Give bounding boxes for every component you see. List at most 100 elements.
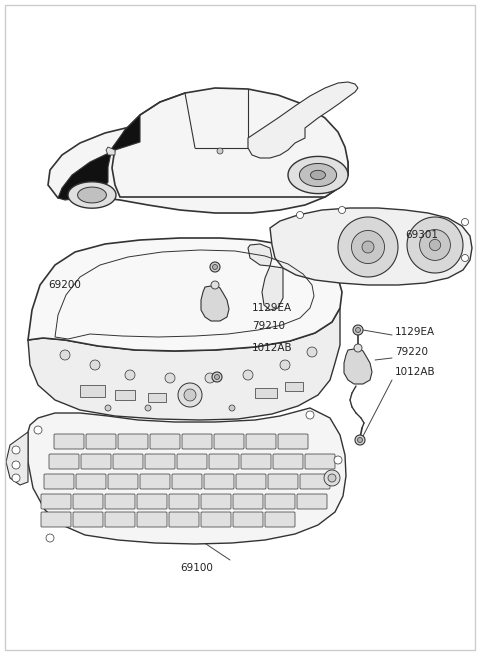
Text: 69100: 69100 <box>180 563 213 573</box>
Polygon shape <box>28 408 346 544</box>
Polygon shape <box>297 212 303 219</box>
Polygon shape <box>78 187 107 203</box>
FancyBboxPatch shape <box>201 494 231 509</box>
Polygon shape <box>354 344 362 352</box>
FancyBboxPatch shape <box>278 434 308 449</box>
FancyBboxPatch shape <box>145 454 175 469</box>
Polygon shape <box>28 238 342 351</box>
FancyBboxPatch shape <box>169 512 199 527</box>
FancyBboxPatch shape <box>305 454 335 469</box>
Polygon shape <box>165 373 175 383</box>
FancyBboxPatch shape <box>265 494 295 509</box>
Polygon shape <box>211 281 219 289</box>
Polygon shape <box>358 438 362 443</box>
FancyBboxPatch shape <box>105 494 135 509</box>
Polygon shape <box>334 456 342 464</box>
Polygon shape <box>46 534 54 542</box>
FancyBboxPatch shape <box>214 434 244 449</box>
FancyBboxPatch shape <box>49 454 79 469</box>
FancyBboxPatch shape <box>41 494 71 509</box>
Bar <box>80 385 105 397</box>
Polygon shape <box>12 446 20 454</box>
Polygon shape <box>461 219 468 225</box>
Text: 69200: 69200 <box>48 280 81 290</box>
FancyBboxPatch shape <box>41 512 71 527</box>
Text: 69301: 69301 <box>405 230 438 240</box>
Polygon shape <box>280 360 290 370</box>
Bar <box>285 382 303 391</box>
FancyBboxPatch shape <box>44 474 74 489</box>
Polygon shape <box>178 383 202 407</box>
Polygon shape <box>248 82 358 158</box>
Polygon shape <box>288 157 348 194</box>
Polygon shape <box>68 182 116 208</box>
Polygon shape <box>311 170 325 179</box>
Text: 79210: 79210 <box>252 321 285 331</box>
Polygon shape <box>125 370 135 380</box>
Polygon shape <box>306 411 314 419</box>
Bar <box>255 388 277 398</box>
Polygon shape <box>338 206 346 214</box>
Polygon shape <box>338 217 398 277</box>
Polygon shape <box>344 349 372 384</box>
FancyBboxPatch shape <box>209 454 239 469</box>
Polygon shape <box>351 231 384 263</box>
FancyBboxPatch shape <box>73 512 103 527</box>
FancyBboxPatch shape <box>204 474 234 489</box>
FancyBboxPatch shape <box>105 512 135 527</box>
FancyBboxPatch shape <box>76 474 106 489</box>
FancyBboxPatch shape <box>137 494 167 509</box>
Polygon shape <box>262 266 283 310</box>
Polygon shape <box>300 164 336 187</box>
FancyBboxPatch shape <box>182 434 212 449</box>
Polygon shape <box>213 265 217 269</box>
Polygon shape <box>90 360 100 370</box>
FancyBboxPatch shape <box>150 434 180 449</box>
FancyBboxPatch shape <box>54 434 84 449</box>
Polygon shape <box>105 405 111 411</box>
Polygon shape <box>205 373 215 383</box>
Polygon shape <box>420 230 450 261</box>
Polygon shape <box>184 389 196 401</box>
Polygon shape <box>212 372 222 382</box>
Polygon shape <box>356 328 360 333</box>
Polygon shape <box>353 325 363 335</box>
Polygon shape <box>248 244 272 266</box>
Polygon shape <box>6 432 28 485</box>
Text: 1012AB: 1012AB <box>395 367 436 377</box>
FancyBboxPatch shape <box>140 474 170 489</box>
Polygon shape <box>12 461 20 469</box>
FancyBboxPatch shape <box>241 454 271 469</box>
FancyBboxPatch shape <box>113 454 143 469</box>
FancyBboxPatch shape <box>137 512 167 527</box>
Polygon shape <box>229 405 235 411</box>
FancyBboxPatch shape <box>236 474 266 489</box>
FancyBboxPatch shape <box>297 494 327 509</box>
Polygon shape <box>12 474 20 482</box>
Polygon shape <box>407 217 463 273</box>
Polygon shape <box>328 474 336 482</box>
Text: 79220: 79220 <box>395 347 428 357</box>
Text: 1012AB: 1012AB <box>252 343 293 353</box>
FancyBboxPatch shape <box>201 512 231 527</box>
Polygon shape <box>355 435 365 445</box>
FancyBboxPatch shape <box>268 474 298 489</box>
Polygon shape <box>243 370 253 380</box>
FancyBboxPatch shape <box>172 474 202 489</box>
FancyBboxPatch shape <box>233 512 263 527</box>
FancyBboxPatch shape <box>265 512 295 527</box>
FancyBboxPatch shape <box>118 434 148 449</box>
Polygon shape <box>28 308 340 420</box>
Bar <box>115 390 135 400</box>
Text: 1129EA: 1129EA <box>252 303 292 313</box>
Polygon shape <box>112 88 348 197</box>
Polygon shape <box>58 115 140 200</box>
Polygon shape <box>201 286 229 321</box>
FancyBboxPatch shape <box>73 494 103 509</box>
Polygon shape <box>307 347 317 357</box>
Polygon shape <box>48 116 348 213</box>
Polygon shape <box>270 208 472 285</box>
Polygon shape <box>324 470 340 486</box>
Polygon shape <box>34 426 42 434</box>
Polygon shape <box>430 239 441 251</box>
